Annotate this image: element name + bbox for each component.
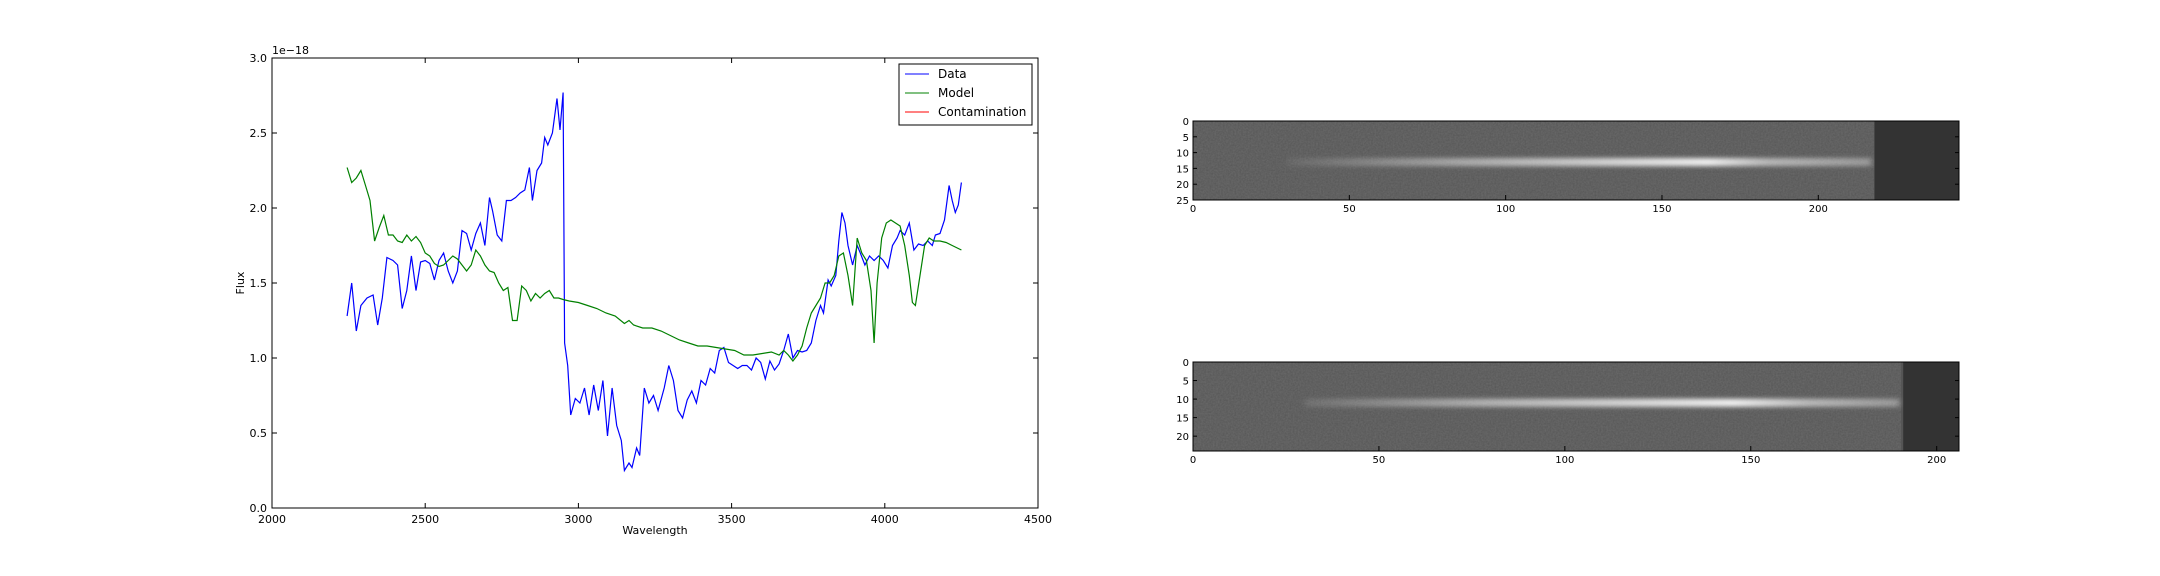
y-tick-label: 15 <box>1176 414 1189 425</box>
y-tick-label: 3.0 <box>250 52 268 65</box>
y-tick-label: 2.5 <box>250 127 268 140</box>
spectrum-image-top: 0 50 100 150 200 0 5 10 15 20 25 <box>1176 117 1960 215</box>
spectrum-offset-text: 1e−18 <box>272 44 309 57</box>
x-tick-label: 2500 <box>411 513 439 526</box>
x-tick-label: 200 <box>1927 455 1946 466</box>
x-tick-label: 50 <box>1373 455 1386 466</box>
spectrum-y-axis: 0.0 0.5 1.0 1.5 2.0 2.5 3.0 <box>250 52 1038 515</box>
image-top-trace <box>1286 158 1872 167</box>
series-line-data <box>346 92 962 473</box>
x-tick-label: 50 <box>1343 204 1356 215</box>
x-tick-label: 0 <box>1190 455 1196 466</box>
y-tick-label: 25 <box>1176 196 1189 207</box>
x-tick-label: 100 <box>1496 204 1515 215</box>
image-top-padding <box>1874 121 1959 200</box>
x-tick-label: 0 <box>1190 204 1196 215</box>
x-tick-label: 4000 <box>871 513 899 526</box>
image-top-frame <box>1192 120 1960 201</box>
y-tick-label: 5 <box>1183 377 1189 388</box>
y-tick-label: 20 <box>1176 180 1189 191</box>
y-tick-label: 5 <box>1183 133 1189 144</box>
x-tick-label: 200 <box>1809 204 1828 215</box>
image-bottom-trace <box>1304 398 1900 407</box>
y-tick-label: 1.5 <box>250 277 268 290</box>
y-tick-label: 10 <box>1176 395 1189 406</box>
y-tick-label: 15 <box>1176 164 1189 175</box>
image-bottom-padding <box>1903 362 1959 451</box>
y-tick-label: 0 <box>1183 358 1189 369</box>
x-tick-label: 4500 <box>1024 513 1052 526</box>
x-tick-label: 3500 <box>718 513 746 526</box>
y-tick-label: 20 <box>1176 432 1189 443</box>
image-bottom-x-axis: 0 50 100 150 200 <box>1190 446 1946 466</box>
legend-label-model: Model <box>938 86 974 100</box>
image-bottom-frame <box>1192 361 1960 452</box>
spectrum-image-bottom: 0 50 100 150 200 0 5 10 15 20 <box>1176 358 1960 466</box>
x-tick-label: 3000 <box>564 513 592 526</box>
series-line-model <box>346 167 962 362</box>
x-tick-label: 150 <box>1741 455 1760 466</box>
y-tick-label: 10 <box>1176 149 1189 160</box>
spectrum-chart: 2000 2500 3000 3500 4000 4500 0.0 0.5 1.0 1.5 2.0… <box>234 44 1052 537</box>
y-tick-label: 0 <box>1183 117 1189 128</box>
spectrum-series-layer <box>346 92 962 473</box>
legend-label-data: Data <box>938 67 967 81</box>
y-tick-label: 0.0 <box>250 502 268 515</box>
legend-label-contamination: Contamination <box>938 105 1026 119</box>
y-tick-label: 2.0 <box>250 202 268 215</box>
image-bottom-y-axis: 0 5 10 15 20 <box>1176 358 1959 443</box>
x-tick-label: 100 <box>1555 455 1574 466</box>
x-tick-label: 2000 <box>258 513 286 526</box>
image-top-x-axis: 0 50 100 150 200 <box>1190 195 1828 215</box>
spectrum-x-axis-label: Wavelength <box>622 524 687 537</box>
y-tick-label: 0.5 <box>250 427 268 440</box>
spectrum-x-axis: 2000 2500 3000 3500 4000 4500 <box>258 58 1052 526</box>
spectrum-legend: Data Model Contamination <box>898 63 1033 126</box>
y-tick-label: 1.0 <box>250 352 268 365</box>
spectrum-y-axis-label: Flux <box>234 271 247 294</box>
image-top-y-axis: 0 5 10 15 20 25 <box>1176 117 1959 207</box>
x-tick-label: 150 <box>1652 204 1671 215</box>
